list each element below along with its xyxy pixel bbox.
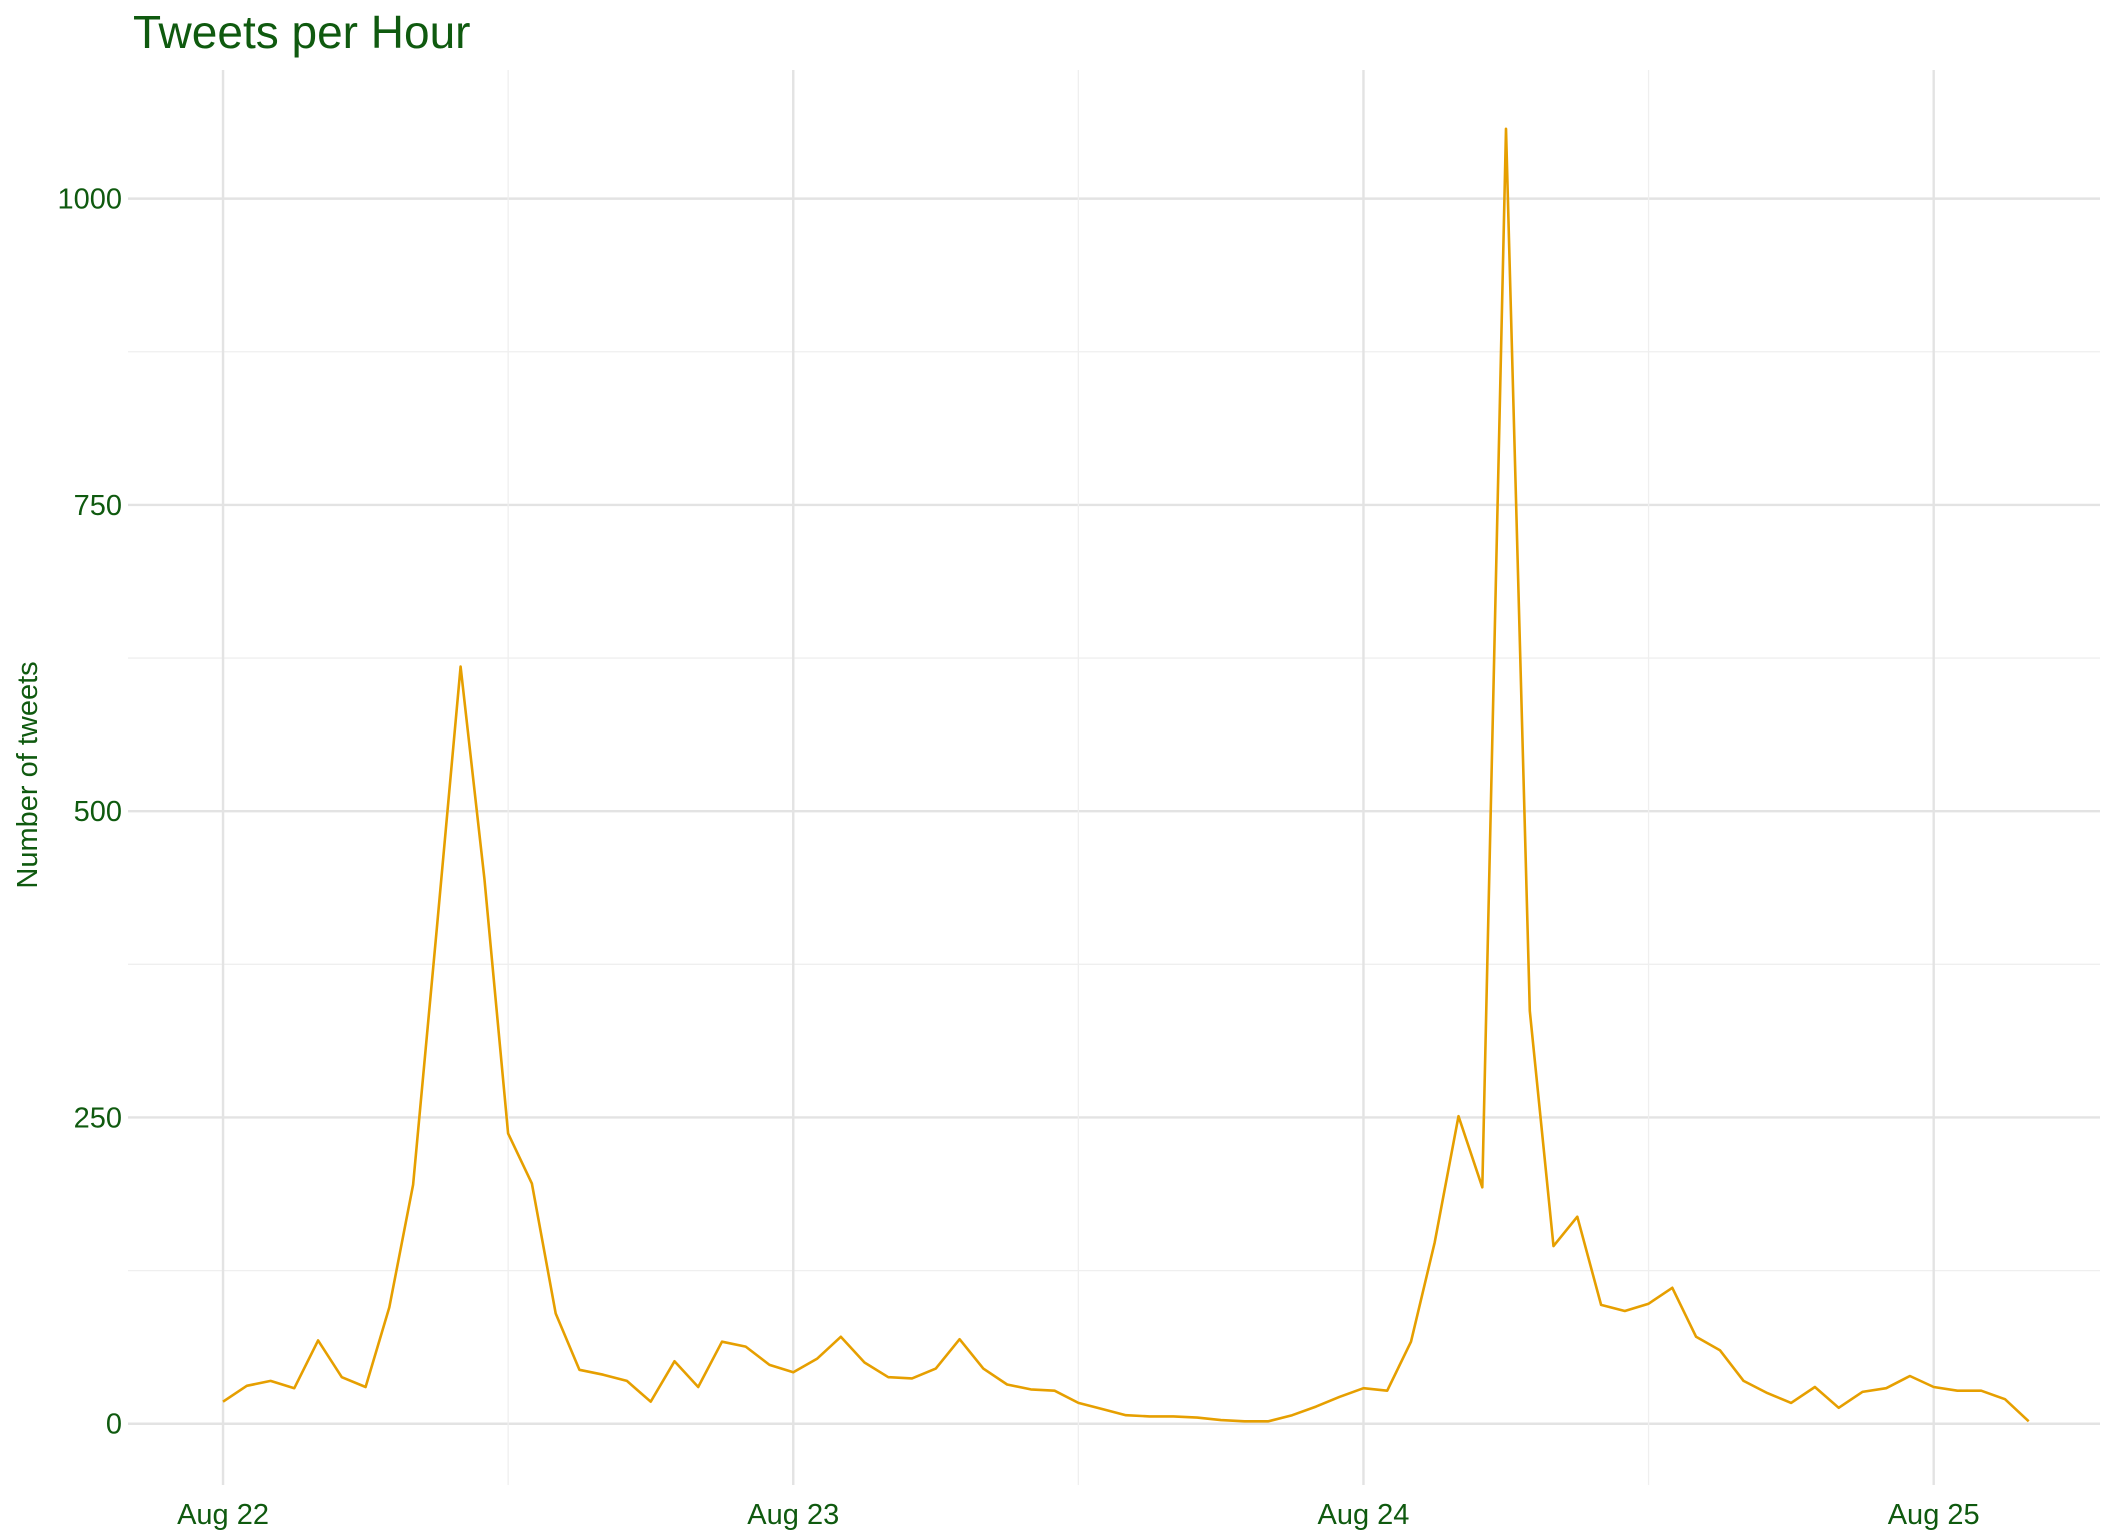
x-tick-label: Aug 25 [1888,1499,1980,1531]
y-tick-label: 0 [106,1409,122,1441]
series-layer [222,127,2030,1423]
y-tick-label: 750 [74,490,122,522]
y-axis-ticks: 0 250 500 750 1000 [57,184,122,1441]
y-tick-label: 1000 [57,184,122,216]
series-line [222,127,2030,1423]
x-tick-label: Aug 23 [747,1499,839,1531]
y-tick-label: 250 [74,1102,122,1134]
grid-lines [128,70,2100,1485]
x-axis-ticks: Aug 22 Aug 23 Aug 24 Aug 25 [177,1499,1980,1531]
y-axis-label: Number of tweets [12,661,44,888]
y-tick-label: 500 [74,796,122,828]
x-tick-label: Aug 22 [177,1499,269,1531]
chart-title: Tweets per Hour [133,6,470,58]
x-tick-label: Aug 24 [1318,1499,1410,1531]
